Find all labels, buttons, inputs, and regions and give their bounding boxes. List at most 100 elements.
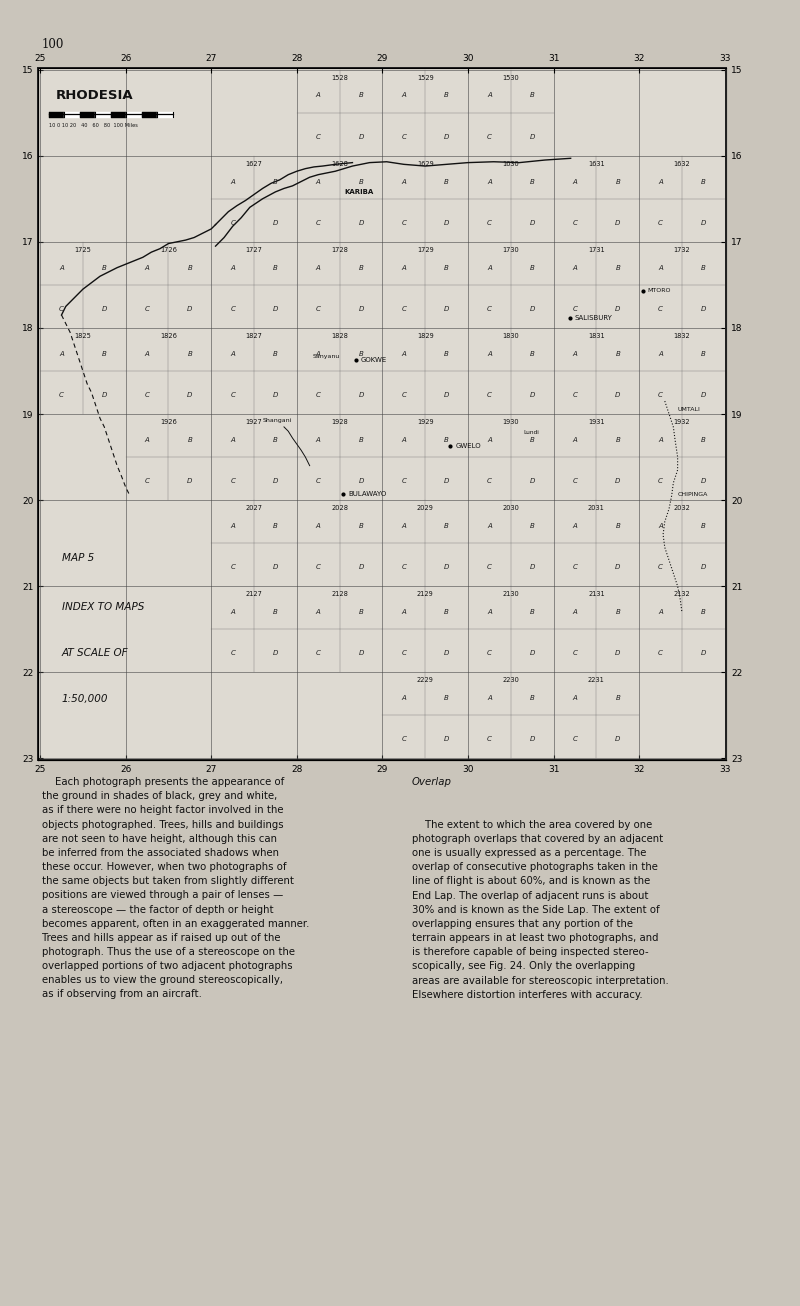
Text: A: A — [658, 265, 663, 270]
Text: B: B — [615, 179, 620, 184]
Text: A: A — [573, 609, 578, 615]
Text: 1928: 1928 — [331, 419, 348, 426]
Text: B: B — [701, 179, 706, 184]
Text: D: D — [187, 306, 193, 312]
Text: C: C — [402, 478, 406, 485]
Text: Each photograph presents the appearance of
the ground in shades of black, grey a: Each photograph presents the appearance … — [42, 777, 309, 999]
Text: D: D — [615, 650, 621, 657]
Text: 1831: 1831 — [588, 333, 605, 340]
Text: 2130: 2130 — [502, 592, 519, 597]
Text: A: A — [402, 522, 406, 529]
Text: C: C — [145, 478, 150, 485]
Text: 1930: 1930 — [502, 419, 519, 426]
Text: A: A — [573, 265, 578, 270]
Text: A: A — [487, 93, 492, 98]
Text: B: B — [358, 351, 363, 357]
Text: A: A — [59, 351, 64, 357]
Text: B: B — [530, 695, 534, 701]
Text: D: D — [701, 564, 706, 571]
Text: C: C — [573, 392, 578, 398]
Text: 1726: 1726 — [160, 247, 177, 253]
Text: C: C — [573, 478, 578, 485]
Text: 10 0 10 20   40   60   80  100 Miles: 10 0 10 20 40 60 80 100 Miles — [49, 123, 138, 128]
Text: B: B — [530, 179, 534, 184]
Text: D: D — [187, 392, 193, 398]
Text: 1:50,000: 1:50,000 — [62, 693, 108, 704]
Text: C: C — [230, 564, 235, 571]
Text: B: B — [444, 522, 449, 529]
Text: A: A — [316, 93, 321, 98]
Text: A: A — [230, 522, 235, 529]
Text: B: B — [273, 436, 278, 443]
Text: 1632: 1632 — [674, 161, 690, 167]
Text: A: A — [316, 179, 321, 184]
Text: A: A — [487, 609, 492, 615]
Text: Overlap: Overlap — [412, 777, 452, 788]
Text: A: A — [316, 351, 321, 357]
Text: 1825: 1825 — [74, 333, 91, 340]
Text: B: B — [102, 351, 106, 357]
Text: B: B — [530, 609, 534, 615]
Text: D: D — [615, 392, 621, 398]
Text: 2032: 2032 — [674, 505, 690, 511]
Text: 1931: 1931 — [588, 419, 605, 426]
Text: C: C — [402, 392, 406, 398]
Text: 2132: 2132 — [674, 592, 690, 597]
Text: 2027: 2027 — [246, 505, 262, 511]
Text: B: B — [701, 436, 706, 443]
Text: A: A — [487, 436, 492, 443]
Text: C: C — [230, 478, 235, 485]
Text: D: D — [102, 392, 107, 398]
Text: 1932: 1932 — [674, 419, 690, 426]
Text: C: C — [316, 133, 321, 140]
Text: D: D — [444, 306, 450, 312]
Text: D: D — [273, 650, 278, 657]
Text: D: D — [444, 392, 450, 398]
Text: A: A — [487, 522, 492, 529]
Text: C: C — [230, 392, 235, 398]
Text: D: D — [530, 219, 535, 226]
Text: D: D — [530, 392, 535, 398]
Text: D: D — [358, 306, 364, 312]
Text: B: B — [358, 93, 363, 98]
Text: 1926: 1926 — [160, 419, 177, 426]
Text: C: C — [487, 306, 492, 312]
Text: C: C — [573, 306, 578, 312]
Text: C: C — [487, 564, 492, 571]
Text: D: D — [444, 650, 450, 657]
Text: D: D — [615, 564, 621, 571]
Text: A: A — [145, 351, 150, 357]
Text: A: A — [402, 351, 406, 357]
Text: B: B — [530, 265, 534, 270]
Text: 1628: 1628 — [331, 161, 348, 167]
Text: D: D — [444, 478, 450, 485]
Text: D: D — [273, 564, 278, 571]
Text: MTORO: MTORO — [648, 289, 671, 294]
Text: A: A — [230, 609, 235, 615]
Text: 1826: 1826 — [160, 333, 177, 340]
Text: D: D — [358, 564, 364, 571]
Text: Lundi: Lundi — [523, 431, 539, 435]
Text: 1828: 1828 — [331, 333, 348, 340]
Text: A: A — [573, 179, 578, 184]
Text: D: D — [444, 219, 450, 226]
Text: 2129: 2129 — [417, 592, 434, 597]
Text: D: D — [530, 306, 535, 312]
Text: B: B — [701, 522, 706, 529]
Text: D: D — [273, 478, 278, 485]
Text: RHODESIA: RHODESIA — [55, 89, 133, 102]
Text: B: B — [187, 351, 192, 357]
Text: GWELO: GWELO — [455, 443, 481, 449]
Text: B: B — [615, 265, 620, 270]
Text: B: B — [444, 695, 449, 701]
Text: A: A — [402, 609, 406, 615]
Text: D: D — [701, 650, 706, 657]
Text: D: D — [701, 478, 706, 485]
Text: A: A — [573, 351, 578, 357]
Text: C: C — [658, 478, 663, 485]
Text: D: D — [444, 133, 450, 140]
Text: D: D — [273, 306, 278, 312]
Text: C: C — [59, 306, 64, 312]
Text: C: C — [145, 306, 150, 312]
Text: C: C — [230, 650, 235, 657]
